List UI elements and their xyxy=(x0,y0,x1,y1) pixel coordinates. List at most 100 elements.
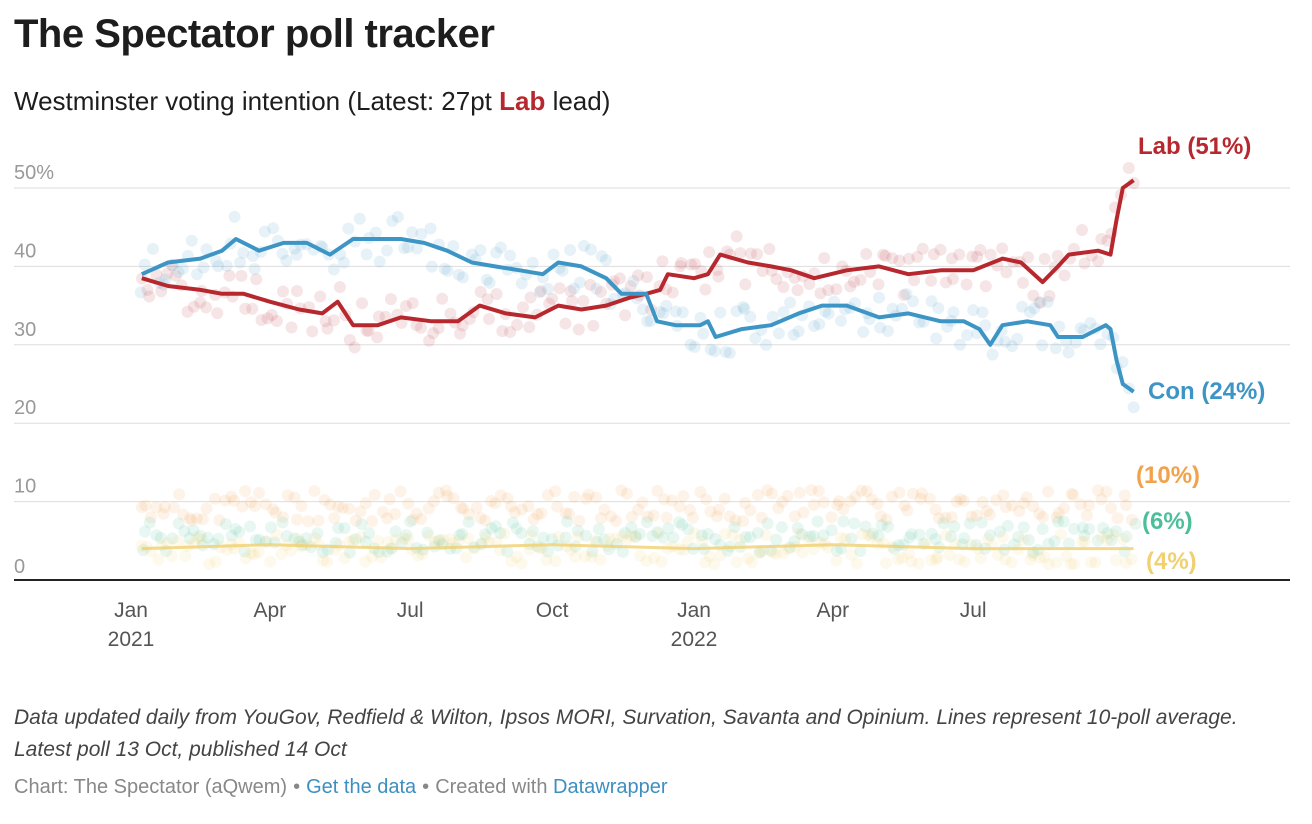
poll-dot-ld xyxy=(365,515,378,528)
poll-dot-con xyxy=(210,254,223,267)
poll-dot-ld xyxy=(276,511,289,524)
poll-dot-grn xyxy=(194,529,207,542)
poll-dot-con xyxy=(590,282,603,295)
poll-dot-con xyxy=(1074,322,1087,335)
poll-dot-grn xyxy=(166,532,179,545)
poll-dot-ld xyxy=(343,502,356,515)
poll-dot-ld xyxy=(580,492,593,505)
poll-dot-grn xyxy=(905,528,918,541)
poll-dot-lab xyxy=(290,285,303,298)
poll-dot-ld xyxy=(227,494,240,507)
poll-dot-ref xyxy=(437,533,450,546)
poll-dot-grn xyxy=(1120,530,1133,543)
poll-dot-grn xyxy=(139,525,152,538)
poll-dot-grn xyxy=(343,546,356,559)
poll-dot-grn xyxy=(249,533,262,546)
poll-dot-ref xyxy=(925,554,938,567)
poll-dot-grn xyxy=(948,520,961,533)
poll-dot-lab xyxy=(979,280,992,293)
poll-dot-lab xyxy=(348,341,361,354)
poll-dot-ld xyxy=(281,489,294,502)
poll-dot-grn xyxy=(872,529,885,542)
poll-dot-lab xyxy=(356,297,369,310)
poll-dot-con xyxy=(1041,295,1054,308)
poll-dot-lab xyxy=(1095,233,1108,246)
poll-dot-ref xyxy=(203,558,216,571)
poll-dot-lab xyxy=(211,307,224,320)
poll-dot-con xyxy=(200,243,213,256)
poll-dot-grn xyxy=(485,522,498,535)
poll-dot-grn xyxy=(359,535,372,548)
poll-dot-ld xyxy=(259,498,272,511)
poll-dot-con xyxy=(288,242,301,255)
poll-dot-ref xyxy=(549,555,562,568)
footer-separator: • xyxy=(293,776,301,798)
poll-dot-ref xyxy=(1119,556,1132,569)
poll-dot-ld xyxy=(139,499,152,512)
poll-dot-ld xyxy=(970,509,983,522)
poll-dot-grn xyxy=(709,532,722,545)
poll-dot-grn xyxy=(1078,529,1091,542)
poll-dot-ref xyxy=(578,550,591,563)
poll-dot-lab xyxy=(674,260,687,273)
poll-dot-con xyxy=(636,303,649,316)
get-the-data-link[interactable]: Get the data xyxy=(306,776,417,798)
poll-dot-lab xyxy=(803,278,816,291)
poll-dot-ref xyxy=(1117,533,1130,546)
poll-dot-grn xyxy=(791,522,804,535)
poll-dot-ref xyxy=(317,554,330,567)
datawrapper-link[interactable]: Datawrapper xyxy=(553,776,668,798)
poll-dot-ld xyxy=(485,495,498,508)
poll-dot-grn xyxy=(598,533,611,546)
poll-dot-ref xyxy=(753,547,766,560)
poll-dot-ld xyxy=(470,501,483,514)
poll-dot-ld xyxy=(573,514,586,527)
poll-dot-lab xyxy=(141,283,154,296)
poll-dot-ld xyxy=(527,513,540,526)
poll-dot-ld xyxy=(157,507,170,520)
poll-dot-grn xyxy=(963,517,976,530)
poll-dot-con xyxy=(480,273,493,286)
poll-dot-lab xyxy=(756,264,769,277)
x-tick-label: Oct xyxy=(536,599,569,622)
poll-dot-con xyxy=(185,234,198,247)
poll-dot-ref xyxy=(209,555,222,568)
poll-dot-grn xyxy=(1091,534,1104,547)
poll-dot-ref xyxy=(629,530,642,543)
poll-dot-ld xyxy=(704,505,717,518)
poll-dot-ld xyxy=(807,498,820,511)
poll-dot-lab xyxy=(1034,296,1047,309)
series-end-label-ld: (10%) xyxy=(1136,462,1200,489)
poll-dot-con xyxy=(474,244,487,257)
poll-dot-ld xyxy=(990,494,1003,507)
poll-dot-ref xyxy=(734,533,747,546)
poll-dot-lab xyxy=(744,247,757,260)
poll-dot-lab xyxy=(791,284,804,297)
poll-dot-lab xyxy=(572,323,585,336)
poll-dot-ref xyxy=(402,532,415,545)
poll-dot-ld xyxy=(1080,509,1093,522)
poll-dot-grn xyxy=(1068,522,1081,535)
poll-dot-con xyxy=(730,305,743,318)
poll-dot-grn xyxy=(975,516,988,529)
poll-dot-ld xyxy=(673,500,686,513)
x-tick-label: Jul xyxy=(960,599,987,622)
poll-dot-lab xyxy=(161,267,174,280)
poll-dot-ref xyxy=(652,527,665,540)
poll-dot-ld xyxy=(997,489,1010,502)
poll-dot-ref xyxy=(830,554,843,567)
poll-dot-grn xyxy=(395,536,408,549)
poll-dot-ref xyxy=(285,544,298,557)
poll-dot-ld xyxy=(651,484,664,497)
poll-dot-con xyxy=(1016,300,1029,313)
poll-dot-lab xyxy=(619,309,632,322)
poll-dot-ref xyxy=(161,536,174,549)
poll-dot-ld xyxy=(737,515,750,528)
poll-dot-grn xyxy=(311,527,324,540)
poll-dot-con xyxy=(584,243,597,256)
y-tick-label: 20 xyxy=(14,397,36,419)
series-end-label-grn: (6%) xyxy=(1142,508,1193,535)
poll-tracker-chart: 0 10 20 30 40 50% Jan 2021 Apr Jul Oct Jan 2022 Apr Ju… xyxy=(14,133,1290,651)
poll-dot-con xyxy=(819,305,832,318)
poll-dot-con xyxy=(760,338,773,351)
